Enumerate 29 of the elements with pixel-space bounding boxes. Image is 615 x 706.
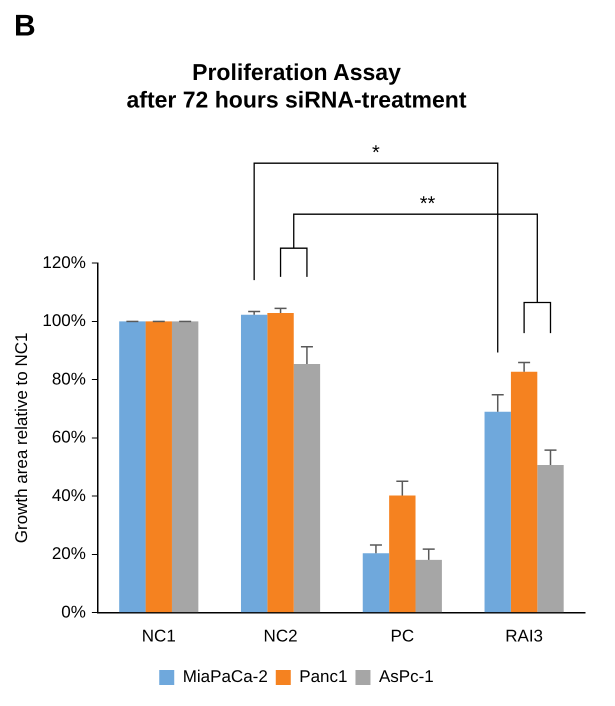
bar [119,321,146,612]
bar [510,372,538,612]
bar [389,496,416,612]
y-axis-title: Growth area relative to NC1 [12,332,31,544]
legend-label: Panc1 [299,667,348,686]
chart-title: Proliferation Assay after 72 hours siRNA-treatment [126,59,467,113]
y-tick-label: 80% [52,369,86,388]
y-tick-label: 100% [42,311,86,330]
bar [294,364,320,612]
bar [172,321,198,612]
bar [146,321,172,612]
bar [537,464,564,612]
bar [362,553,390,612]
text: B [14,9,36,42]
y-tick-label: 120% [42,252,86,272]
y-tick-label: 0% [61,602,86,622]
x-tick-label: NC2 [264,626,298,646]
legend-label: MiaPaCa-2 [182,667,268,686]
y-tick-label: 60% [52,428,86,447]
x-tick-label: NC1 [142,626,176,646]
bar [484,412,511,612]
y-tick-label: 40% [52,486,86,505]
bar [267,312,294,612]
significance-bracket: ** [280,193,552,334]
x-tick-label: PC [390,626,414,646]
legend-label: AsPc-1 [378,667,434,686]
bar [240,314,268,612]
y-tick-label: 20% [52,544,86,564]
x-tick-label: RAI3 [505,626,544,646]
